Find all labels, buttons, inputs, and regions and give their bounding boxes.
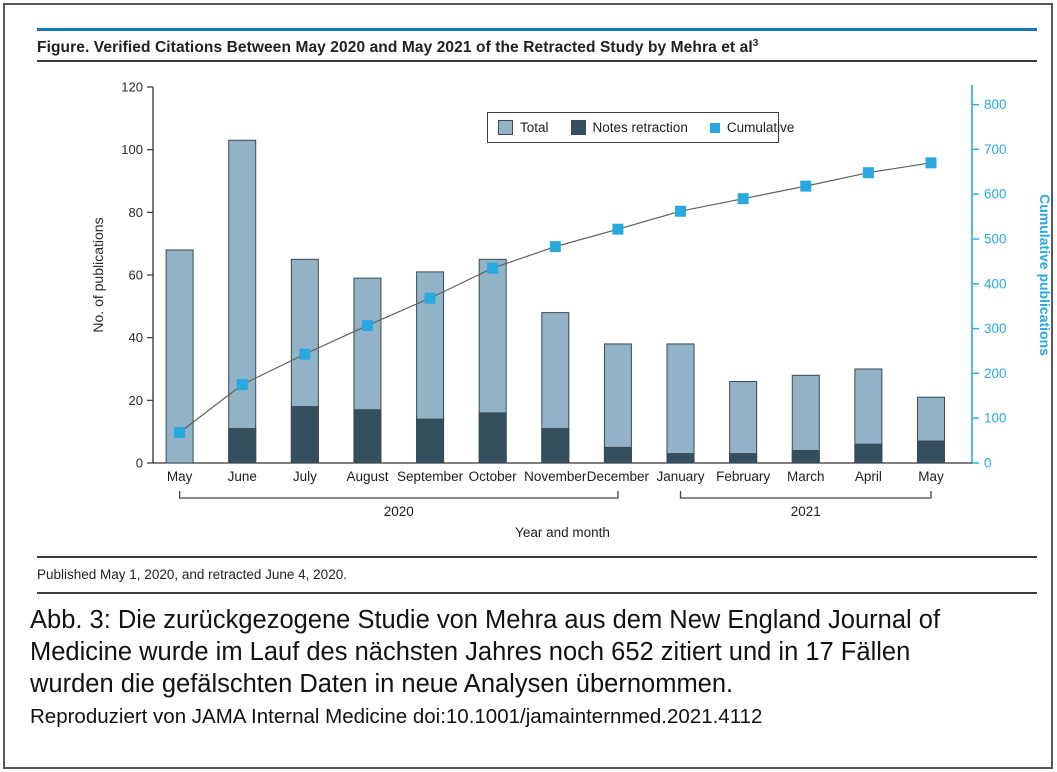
bar-notes-retraction-May bbox=[916, 440, 945, 464]
y2-axis-title: Cumulative publications bbox=[1037, 194, 1053, 356]
x-axis-title: Year and month bbox=[515, 525, 610, 540]
cumulative-point-June bbox=[236, 379, 248, 391]
y2-tick-label: 300 bbox=[984, 321, 1007, 336]
month-labels: May June July August September October Novembe… bbox=[167, 469, 944, 484]
bar-notes-retraction-September bbox=[416, 418, 445, 464]
title-divider bbox=[37, 60, 1037, 62]
figure-title: Figure. Verified Citations Between May 2… bbox=[37, 38, 1037, 57]
citations-chart: 0 20 40 60 80 100 120 No. of publications 0 100 20… bbox=[90, 80, 1053, 541]
bar-total-February bbox=[729, 381, 758, 464]
year-brackets: 2020 2021 bbox=[178, 491, 932, 519]
bar-notes-retraction-April bbox=[854, 443, 883, 464]
legend-item-notes-retraction: Notes retraction bbox=[570, 120, 688, 135]
x-tick-label: September bbox=[397, 469, 464, 484]
bar-notes-retraction-October bbox=[478, 412, 507, 464]
y2-tick-label: 100 bbox=[984, 411, 1007, 426]
notes-retraction-swatch-icon bbox=[570, 120, 586, 135]
caption-source: Reproduziert von JAMA Internal Medicine … bbox=[30, 705, 763, 728]
y-tick-label: 120 bbox=[121, 80, 143, 95]
x-tick-label: March bbox=[787, 469, 825, 484]
y-axis-title: No. of publications bbox=[90, 217, 106, 332]
cumulative-point-July bbox=[299, 348, 311, 360]
cumulative-point-April bbox=[862, 167, 874, 179]
x-tick-label: June bbox=[228, 469, 257, 484]
y-tick-label: 0 bbox=[136, 456, 143, 471]
y-tick-label: 80 bbox=[129, 205, 143, 220]
y-tick-label: 60 bbox=[129, 268, 143, 283]
x-tick-label: August bbox=[346, 469, 388, 484]
cumulative-point-February bbox=[737, 193, 749, 205]
legend-label-cumulative: Cumulative bbox=[726, 120, 795, 135]
accent-rule bbox=[37, 28, 1037, 31]
legend-item-cumulative: Cumulative bbox=[709, 120, 795, 135]
bar-total-March bbox=[791, 374, 820, 464]
x-tick-label: February bbox=[716, 469, 770, 484]
year-label: 2021 bbox=[791, 504, 821, 519]
x-tick-label: May bbox=[918, 469, 944, 484]
cumulative-line bbox=[174, 157, 937, 439]
y2-tick-label: 700 bbox=[984, 142, 1007, 157]
bar-total-December bbox=[603, 343, 632, 464]
caption-line-2: Medicine wurde im Lauf des nächsten Jahr… bbox=[30, 638, 911, 666]
y2-tick-label: 800 bbox=[984, 97, 1007, 112]
bars bbox=[165, 139, 945, 464]
bar-notes-retraction-June bbox=[228, 428, 257, 464]
y2-tick-label: 600 bbox=[984, 187, 1007, 202]
year-label: 2020 bbox=[384, 504, 414, 519]
figure-title-superscript: 3 bbox=[752, 38, 759, 49]
bar-notes-retraction-January bbox=[666, 453, 695, 464]
caption-line-3: wurden die gefälschten Daten in neue Ana… bbox=[30, 670, 734, 698]
bar-notes-retraction-December bbox=[603, 446, 632, 464]
y2-tick-label: 0 bbox=[984, 456, 992, 471]
y2-axis: 0 100 200 300 400 500 600 700 800 Cumulative publ… bbox=[971, 85, 1053, 471]
footnote-divider-bottom bbox=[37, 592, 1037, 594]
bar-notes-retraction-March bbox=[791, 449, 820, 464]
y-axis: 0 20 40 60 80 100 120 No. of publications bbox=[90, 80, 154, 471]
cumulative-point-October bbox=[487, 262, 499, 274]
chart-legend: Total Notes retraction Cumulative bbox=[487, 112, 794, 143]
caption-block: Abb. 3: Die zurückgezogene Studie von Me… bbox=[30, 604, 1040, 730]
cumulative-point-December bbox=[612, 223, 624, 235]
cumulative-point-May bbox=[925, 157, 937, 169]
cumulative-point-November bbox=[549, 241, 561, 253]
bar-notes-retraction-July bbox=[290, 406, 319, 464]
footnote-divider-top bbox=[37, 556, 1037, 558]
legend-label-notes-retraction: Notes retraction bbox=[592, 120, 688, 135]
x-tick-label: October bbox=[469, 469, 518, 484]
chart-area: 0 20 40 60 80 100 120 No. of publications 0 100 20… bbox=[0, 70, 1057, 545]
x-tick-label: April bbox=[855, 469, 882, 484]
bar-notes-retraction-February bbox=[729, 453, 758, 464]
y-tick-label: 40 bbox=[129, 330, 143, 345]
cumulative-point-May bbox=[174, 427, 186, 439]
x-tick-label: November bbox=[524, 469, 587, 484]
cumulative-point-September bbox=[424, 292, 436, 304]
y2-tick-label: 400 bbox=[984, 276, 1007, 291]
cumulative-swatch-icon bbox=[709, 122, 720, 133]
y-tick-label: 100 bbox=[121, 142, 143, 157]
total-swatch-icon bbox=[498, 120, 513, 135]
figure-title-text: Figure. Verified Citations Between May 2… bbox=[37, 39, 753, 57]
bar-notes-retraction-November bbox=[541, 428, 570, 464]
y2-tick-label: 200 bbox=[984, 366, 1007, 381]
bar-total-June bbox=[228, 139, 257, 464]
cumulative-point-August bbox=[361, 319, 373, 331]
caption-line-1: Abb. 3: Die zurückgezogene Studie von Me… bbox=[30, 606, 941, 634]
x-tick-label: January bbox=[657, 469, 705, 484]
x-tick-label: July bbox=[293, 469, 317, 484]
cumulative-point-March bbox=[800, 180, 812, 192]
legend-item-total: Total bbox=[498, 120, 549, 135]
y-tick-label: 20 bbox=[129, 393, 143, 408]
y2-tick-label: 500 bbox=[984, 232, 1007, 247]
bar-notes-retraction-August bbox=[353, 409, 382, 464]
legend-label-total: Total bbox=[520, 120, 549, 135]
x-tick-label: May bbox=[167, 469, 193, 484]
cumulative-point-January bbox=[675, 205, 687, 217]
figure-footnote: Published May 1, 2020, and retracted Jun… bbox=[37, 567, 347, 582]
bar-total-January bbox=[666, 343, 695, 464]
x-tick-label: December bbox=[587, 469, 650, 484]
